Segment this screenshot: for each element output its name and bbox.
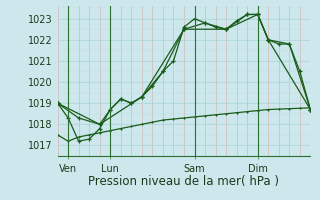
X-axis label: Pression niveau de la mer( hPa ): Pression niveau de la mer( hPa ) bbox=[89, 175, 279, 188]
